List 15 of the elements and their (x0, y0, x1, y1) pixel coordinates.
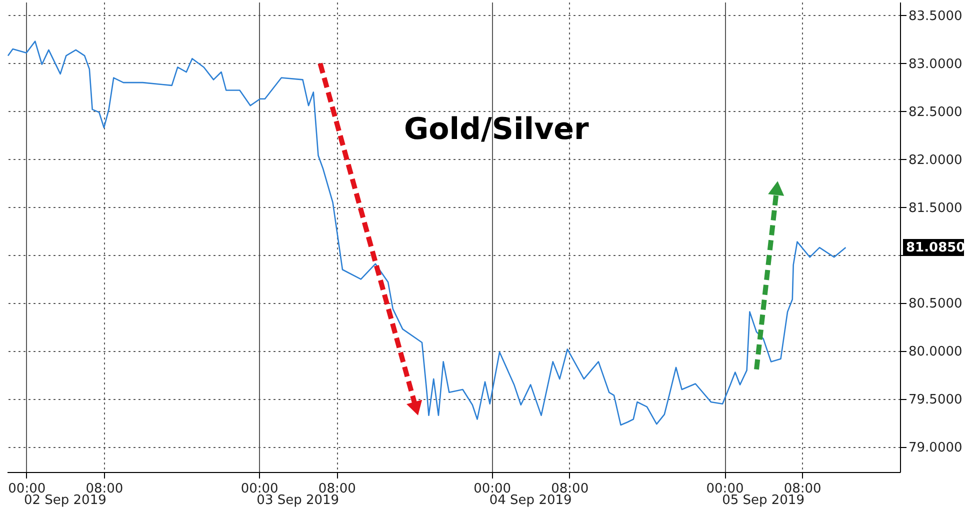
y-tick-label: 80.5000 (908, 296, 962, 312)
y-tick-label: 80.0000 (908, 344, 962, 360)
y-tick-label: 79.5000 (908, 392, 962, 408)
y-tick-label: 79.0000 (908, 440, 962, 456)
text: 81.0850 (906, 240, 966, 256)
line-series (7, 40, 846, 426)
y-tick-label: 82.5000 (908, 104, 962, 120)
text: 03 Sep 2019 (256, 493, 340, 508)
y-tick-label: 81.5000 (908, 200, 962, 216)
y-tick-label: 83.0000 (908, 56, 962, 72)
y-tick-label: 83.5000 (908, 8, 962, 24)
text: 05 Sep 2019 (722, 493, 804, 508)
y-tick-label: 82.0000 (908, 152, 962, 168)
text: 04 Sep 2019 (489, 493, 572, 508)
text: 02 Sep 2019 (24, 493, 106, 508)
